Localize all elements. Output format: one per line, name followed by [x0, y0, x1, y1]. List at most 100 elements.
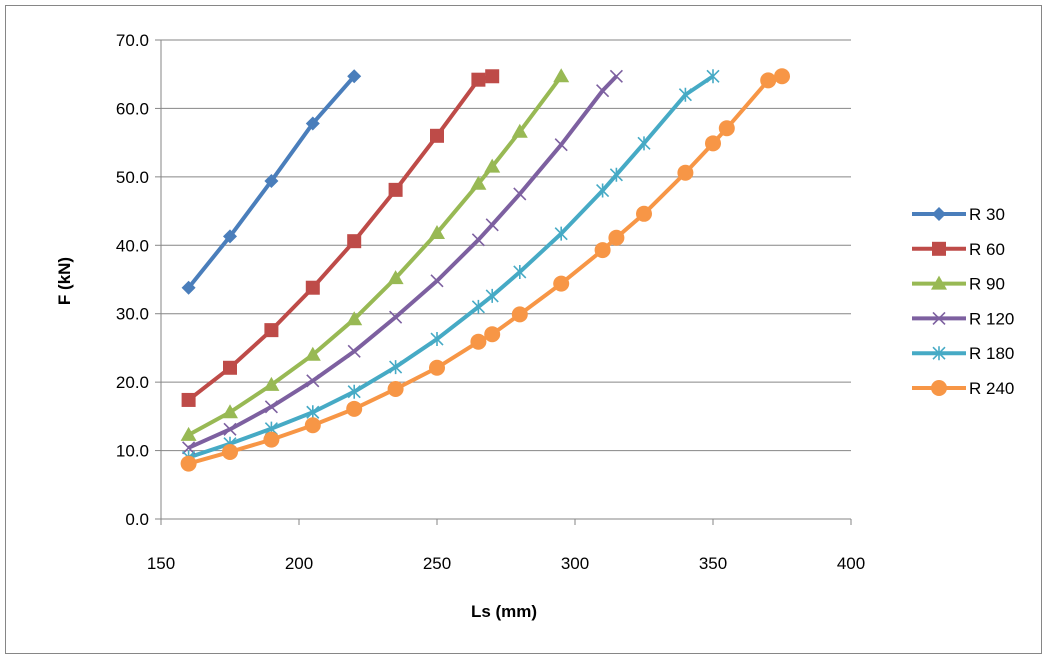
- data-point: [678, 87, 692, 102]
- data-point: [705, 135, 721, 152]
- data-point: [306, 374, 320, 388]
- data-point: [636, 205, 652, 222]
- data-point: [430, 128, 444, 143]
- data-point: [347, 384, 361, 399]
- x-axis-title: Ls (mm): [471, 602, 537, 621]
- data-point: [484, 158, 501, 173]
- data-point: [485, 218, 499, 232]
- data-point: [511, 123, 528, 138]
- series-markers: [180, 68, 790, 472]
- data-point: [263, 376, 280, 391]
- data-point: [554, 138, 568, 152]
- legend-item: R 120: [912, 309, 1014, 328]
- x-tick-label: 400: [837, 554, 865, 573]
- data-point: [471, 299, 485, 314]
- data-point: [388, 182, 403, 197]
- legend-item: R 60: [912, 240, 1005, 259]
- x-tick-label: 300: [561, 554, 589, 573]
- series-lines: [187, 74, 783, 466]
- series-line: [188, 74, 783, 466]
- x-tick-label: 200: [285, 554, 313, 573]
- data-point: [594, 242, 611, 259]
- data-point: [596, 84, 610, 98]
- data-point: [222, 404, 238, 419]
- legend-label: R 120: [969, 309, 1014, 328]
- legend-marker: [931, 275, 947, 290]
- legend-marker: [932, 311, 946, 325]
- legend-label: R 60: [969, 240, 1005, 259]
- y-tick-label: 40.0: [116, 236, 149, 255]
- legend: R 30 R 60 R 90 R 120 R 180 R 240: [912, 205, 1014, 398]
- data-point: [346, 311, 363, 326]
- data-point: [470, 175, 487, 190]
- data-point: [677, 164, 694, 181]
- data-point: [347, 344, 361, 358]
- data-point: [484, 326, 501, 343]
- y-tick-label: 60.0: [116, 99, 149, 118]
- data-point: [264, 323, 279, 338]
- x-tick-label: 250: [423, 554, 451, 573]
- data-point: [387, 270, 404, 285]
- data-point: [637, 136, 651, 151]
- y-tick-label: 20.0: [116, 373, 149, 392]
- data-point: [513, 187, 527, 201]
- data-point: [609, 167, 623, 182]
- data-point: [429, 359, 445, 376]
- x-tick-labels: 150 200 250 300 350 400: [147, 554, 865, 573]
- data-point: [485, 288, 499, 303]
- data-point: [389, 310, 403, 324]
- data-point: [263, 431, 280, 448]
- chart-frame: [5, 5, 1042, 654]
- data-point: [346, 400, 363, 417]
- data-point: [304, 346, 321, 361]
- y-axis-title: F (kN): [55, 257, 74, 305]
- data-point: [347, 69, 362, 84]
- data-point: [347, 234, 362, 249]
- legend-item: R 90: [912, 275, 1005, 294]
- data-point: [182, 441, 196, 455]
- y-tick-label: 30.0: [116, 305, 149, 324]
- data-point: [181, 280, 196, 295]
- data-point: [306, 405, 320, 420]
- legend-item: R 30: [912, 205, 1005, 224]
- axes: [155, 39, 852, 525]
- y-tick-label: 50.0: [116, 168, 149, 187]
- series-line: [187, 74, 715, 460]
- y-tick-label: 70.0: [116, 31, 149, 50]
- data-point: [511, 306, 528, 323]
- legend-marker: [931, 380, 947, 396]
- data-point: [608, 229, 625, 246]
- data-point: [430, 274, 444, 288]
- data-point: [180, 455, 197, 472]
- data-point: [223, 229, 237, 244]
- legend-item: R 180: [912, 344, 1014, 363]
- data-point: [180, 426, 197, 441]
- data-point: [485, 69, 500, 84]
- data-point: [470, 333, 487, 350]
- x-tick-label: 150: [147, 554, 175, 573]
- data-point: [553, 68, 570, 83]
- data-point: [554, 226, 568, 241]
- legend-item: R 240: [912, 379, 1014, 398]
- data-point: [181, 392, 196, 407]
- data-point: [387, 380, 404, 397]
- data-point: [706, 69, 720, 84]
- legend-marker: [932, 207, 946, 221]
- data-point: [513, 264, 527, 279]
- data-point: [760, 72, 777, 89]
- data-point: [430, 332, 444, 347]
- legend-label: R 90: [969, 275, 1005, 294]
- data-point: [389, 360, 403, 375]
- data-point: [609, 69, 623, 83]
- data-point: [774, 68, 790, 85]
- y-tick-label: 10.0: [116, 442, 149, 461]
- data-point: [222, 443, 238, 460]
- y-tick-label: 0.0: [125, 510, 149, 529]
- data-point: [429, 224, 445, 239]
- data-point: [471, 72, 486, 87]
- legend-marker: [932, 241, 946, 256]
- legend-label: R 180: [969, 344, 1014, 363]
- legend-marker: [932, 346, 946, 361]
- x-tick-label: 350: [699, 554, 727, 573]
